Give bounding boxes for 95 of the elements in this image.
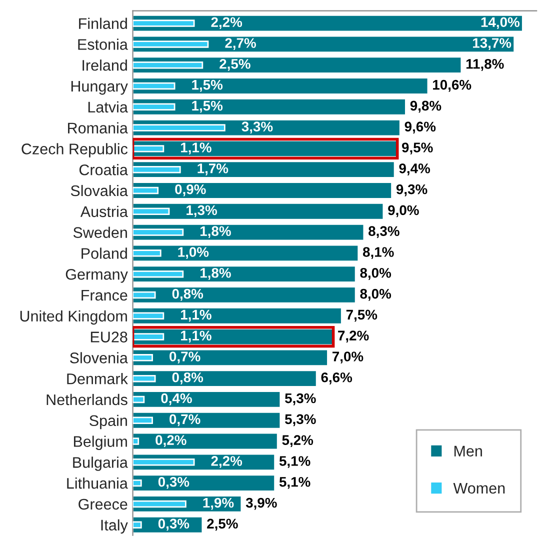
bar	[132, 265, 356, 283]
y-tick-label: Ireland	[82, 60, 127, 71]
data-label: 1,8%	[200, 226, 231, 238]
data-label: 6,6%	[321, 372, 352, 384]
y-tick-label: EU28	[90, 332, 128, 342]
data-label: 0,8%	[172, 372, 204, 384]
data-label: 5,3%	[284, 414, 316, 426]
data-label: 9,0%	[388, 205, 419, 218]
y-tick-label: Estonia	[78, 38, 128, 50]
data-label: 8,3%	[368, 226, 400, 238]
data-label: 8,0%	[360, 268, 392, 280]
data-label: 0,7%	[170, 352, 200, 364]
y-tick-label: Czech Republic	[22, 143, 128, 158]
y-tick-label: Slovenia	[70, 352, 128, 364]
data-label: 1,1%	[181, 310, 212, 322]
bar	[132, 286, 356, 304]
data-label: 14,0%	[481, 17, 520, 30]
data-label: 2,2%	[211, 17, 242, 30]
data-label: 5,1%	[279, 456, 310, 468]
data-label: 0,7%	[170, 414, 200, 426]
bar	[132, 35, 515, 54]
data-label: 1,7%	[198, 164, 228, 176]
bar	[132, 98, 406, 116]
bar	[132, 14, 524, 32]
y-tick-label: France	[82, 290, 128, 301]
data-label: 9,3%	[396, 184, 428, 196]
y-tick-label: Hungary	[71, 81, 128, 95]
y-tick-label: Italy	[101, 519, 128, 534]
data-label: 13,7%	[473, 38, 512, 50]
data-label: 0,9%	[175, 184, 206, 196]
bar	[132, 474, 276, 492]
data-label: 1,1%	[181, 330, 212, 343]
data-label: 2,7%	[225, 38, 256, 50]
data-label: 1,8%	[200, 268, 231, 280]
y-tick-label: Croatia	[79, 164, 128, 176]
y-tick-label: Germany	[66, 268, 128, 283]
data-label: 0,2%	[156, 435, 186, 448]
data-label: 0,4%	[161, 393, 192, 406]
legend-label: Women	[453, 482, 505, 494]
data-label: 9,6%	[404, 122, 436, 134]
data-label: 7,0%	[332, 352, 364, 364]
bar	[132, 77, 429, 95]
data-label: 1,5%	[192, 100, 223, 113]
data-label: 8,0%	[360, 288, 392, 301]
y-tick-label: Belgium	[74, 436, 127, 450]
bar	[132, 370, 318, 388]
data-label: 3,3%	[242, 122, 273, 134]
data-label: 2,5%	[220, 58, 250, 71]
data-label: 0,3%	[158, 518, 190, 531]
y-tick-label: Sweden	[73, 226, 127, 238]
y-tick-label: Latvia	[88, 101, 128, 113]
data-label: 0,3%	[158, 476, 190, 489]
data-label: 1,0%	[178, 247, 209, 259]
data-label: 8,1%	[362, 247, 394, 259]
data-label: 10,6%	[433, 80, 472, 92]
y-tick-label: Spain	[90, 414, 127, 430]
data-label: 2,2%	[211, 456, 242, 468]
bar	[132, 202, 384, 220]
data-label: 0,8%	[172, 288, 204, 301]
y-tick-label: Austria	[80, 206, 128, 218]
data-label: 2,5%	[207, 518, 238, 531]
y-tick-label: Greece	[78, 498, 128, 510]
y-tick-label: Bulgaria	[73, 456, 128, 471]
data-label: 1,5%	[192, 80, 223, 92]
data-label: 3,9%	[246, 498, 277, 510]
bar	[132, 160, 396, 178]
y-tick-label: Romania	[68, 122, 128, 134]
bar	[132, 348, 328, 367]
data-label: 5,3%	[284, 393, 316, 406]
bar	[132, 412, 282, 430]
legend-label: Men	[454, 446, 482, 456]
data-label: 1,1%	[181, 142, 212, 154]
y-tick-label: Poland	[82, 248, 127, 259]
y-tick-label: Denmark	[67, 373, 128, 384]
bar	[132, 307, 342, 325]
y-tick-label: Finland	[79, 18, 127, 29]
y-tick-label: Netherlands	[46, 394, 128, 406]
bar	[132, 56, 462, 74]
data-label: 9,8%	[410, 100, 442, 113]
y-tick-label: Slovakia	[70, 184, 128, 196]
bar	[132, 244, 360, 262]
data-label: 1,9%	[203, 498, 234, 510]
data-label: 7,2%	[338, 330, 369, 343]
y-tick-label: Lithuania	[67, 478, 128, 489]
y-tick-label: United Kingdom	[20, 310, 127, 325]
data-label: 1,3%	[186, 205, 217, 218]
data-label: 5,1%	[279, 476, 310, 489]
bar	[132, 432, 278, 450]
data-label: 11,8%	[466, 58, 504, 71]
data-label: 7,5%	[346, 310, 378, 322]
data-label: 9,5%	[402, 142, 433, 154]
bar	[132, 390, 282, 408]
data-label: 9,4%	[399, 163, 430, 176]
bar	[132, 182, 392, 200]
data-label: 5,2%	[282, 435, 314, 448]
